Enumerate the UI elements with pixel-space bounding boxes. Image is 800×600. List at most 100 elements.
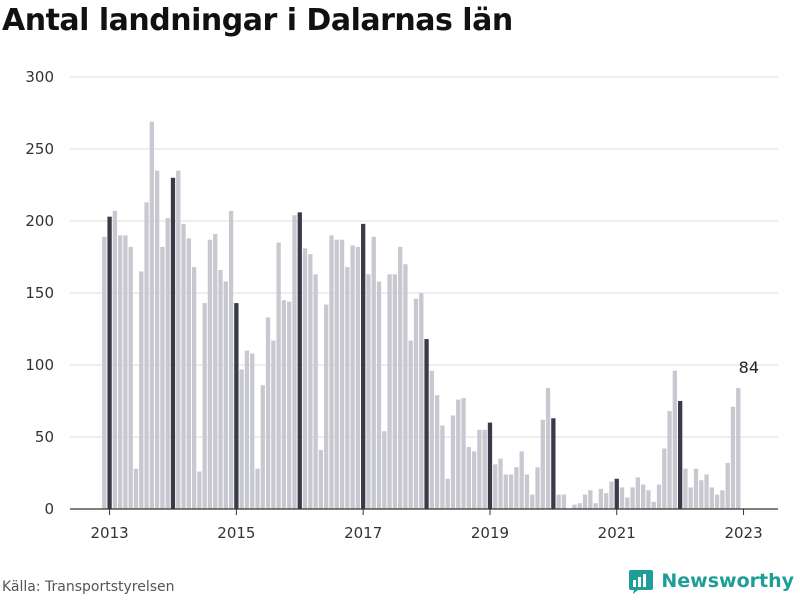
bar — [466, 447, 471, 509]
bar — [149, 121, 154, 509]
bar — [165, 218, 170, 509]
bar — [477, 429, 482, 509]
bar — [704, 474, 709, 509]
bar — [730, 406, 736, 509]
brand-logo[interactable]: Newsworthy — [628, 568, 794, 594]
bar — [207, 239, 213, 509]
bar — [244, 350, 250, 509]
chart-title: Antal landningar i Dalarnas län — [2, 3, 513, 38]
bar — [255, 468, 260, 509]
y-tick-label: 200 — [25, 212, 54, 230]
bar — [530, 494, 535, 509]
y-tick-label: 300 — [25, 68, 54, 86]
annotation: 84 — [739, 358, 759, 377]
bar — [736, 388, 741, 509]
bar — [413, 298, 419, 509]
bar — [160, 246, 165, 510]
y-tick-label: 250 — [25, 140, 54, 158]
bar — [688, 487, 693, 509]
bar — [456, 399, 461, 509]
bar — [186, 238, 191, 509]
bar — [609, 481, 614, 509]
bar — [635, 477, 641, 509]
y-axis-ticks: 0 50 100 150 200 250 300 — [25, 68, 54, 518]
bar — [339, 239, 345, 509]
bar — [709, 487, 714, 509]
y-tick-label: 100 — [25, 356, 54, 374]
bar — [154, 170, 160, 509]
x-tick-label: 2013 — [90, 524, 128, 542]
bar — [355, 246, 361, 510]
y-tick-label: 50 — [35, 428, 54, 446]
bar — [545, 388, 551, 509]
bar — [366, 274, 371, 509]
bar — [641, 484, 646, 509]
latest-value-label: 84 — [739, 358, 759, 377]
bar — [598, 488, 604, 509]
bars — [102, 121, 741, 510]
bar — [123, 235, 128, 509]
bar — [276, 242, 281, 509]
brand-name: Newsworthy — [661, 570, 794, 592]
bar — [461, 398, 466, 509]
bar — [191, 267, 197, 509]
bar — [498, 458, 503, 509]
bar — [281, 300, 287, 509]
bar — [376, 281, 382, 509]
bar — [250, 353, 255, 509]
bar — [725, 462, 730, 509]
bar — [345, 267, 350, 509]
bar — [683, 468, 688, 509]
bar — [398, 246, 403, 510]
bar — [651, 501, 656, 509]
bar — [392, 274, 398, 509]
bar — [556, 494, 561, 509]
x-tick-label: 2017 — [344, 524, 382, 542]
bar — [540, 419, 545, 509]
bar — [551, 418, 556, 509]
bar — [107, 216, 112, 509]
bar — [403, 264, 408, 509]
bar — [176, 170, 181, 509]
bar — [630, 487, 635, 509]
bar — [667, 411, 672, 509]
bar — [450, 415, 456, 509]
bar — [619, 487, 625, 509]
bar — [213, 233, 218, 509]
bar — [170, 177, 176, 510]
bar — [265, 317, 271, 509]
bar — [614, 478, 619, 509]
y-tick-label: 150 — [25, 284, 54, 302]
bar — [424, 339, 429, 509]
bar — [218, 269, 223, 509]
bar — [202, 303, 207, 509]
bar — [604, 493, 609, 509]
bar-chart-logo-icon — [629, 570, 654, 594]
bar — [382, 431, 387, 509]
bar — [487, 422, 493, 509]
source-note: Källa: Transportstyrelsen — [2, 579, 175, 595]
bar — [133, 468, 139, 509]
bar — [434, 395, 440, 509]
bar — [672, 370, 678, 509]
bar — [228, 210, 234, 510]
x-tick-label: 2019 — [471, 524, 509, 542]
bar — [371, 236, 376, 509]
bar — [524, 474, 530, 509]
bar — [329, 235, 334, 509]
bar — [482, 429, 487, 509]
bar — [287, 301, 292, 509]
bar — [535, 467, 540, 509]
bar — [572, 504, 577, 509]
x-tick-label: 2023 — [724, 524, 762, 542]
bar — [302, 248, 308, 510]
bar — [334, 239, 339, 509]
bar — [419, 293, 424, 509]
bar — [503, 474, 508, 509]
bar — [508, 474, 514, 509]
bar — [308, 254, 313, 509]
bar — [297, 212, 302, 510]
bar — [271, 340, 276, 509]
x-tick-label: 2021 — [598, 524, 636, 542]
bar — [408, 340, 413, 509]
